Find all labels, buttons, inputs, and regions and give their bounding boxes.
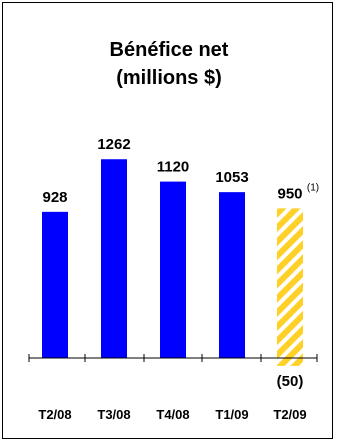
x-tick-label-T2/08: T2/08	[38, 407, 71, 422]
bar-T1/09	[219, 192, 245, 358]
x-tick-label-T1/09: T1/09	[215, 407, 248, 422]
chart-title-line2: (millions $)	[116, 67, 222, 89]
data-label-T1/09: 1053	[215, 169, 248, 186]
bar-annotation-T2/09	[277, 208, 303, 358]
footnote-marker: (1)	[307, 182, 319, 193]
data-label-T2/09: (50)	[277, 373, 304, 390]
x-tick-label-T3/08: T3/08	[97, 407, 130, 422]
data-label-T4/08: 1120	[157, 159, 190, 176]
data-label-T2/08: 928	[42, 189, 67, 206]
x-tick-label-T4/08: T4/08	[156, 407, 189, 422]
data-label-T3/08: 1262	[97, 136, 130, 153]
chart-frame	[2, 2, 333, 439]
bar-T2/08	[42, 211, 68, 358]
x-tick-label-T2/09: T2/09	[273, 407, 306, 422]
chart-title: Bénéfice net (millions $)	[0, 36, 338, 92]
data-label-annotation: 950	[277, 185, 302, 202]
bar-T4/08	[160, 181, 186, 358]
bar-T2/09	[277, 358, 303, 366]
chart-title-line1: Bénéfice net	[109, 39, 229, 61]
bar-T3/08	[101, 159, 127, 358]
